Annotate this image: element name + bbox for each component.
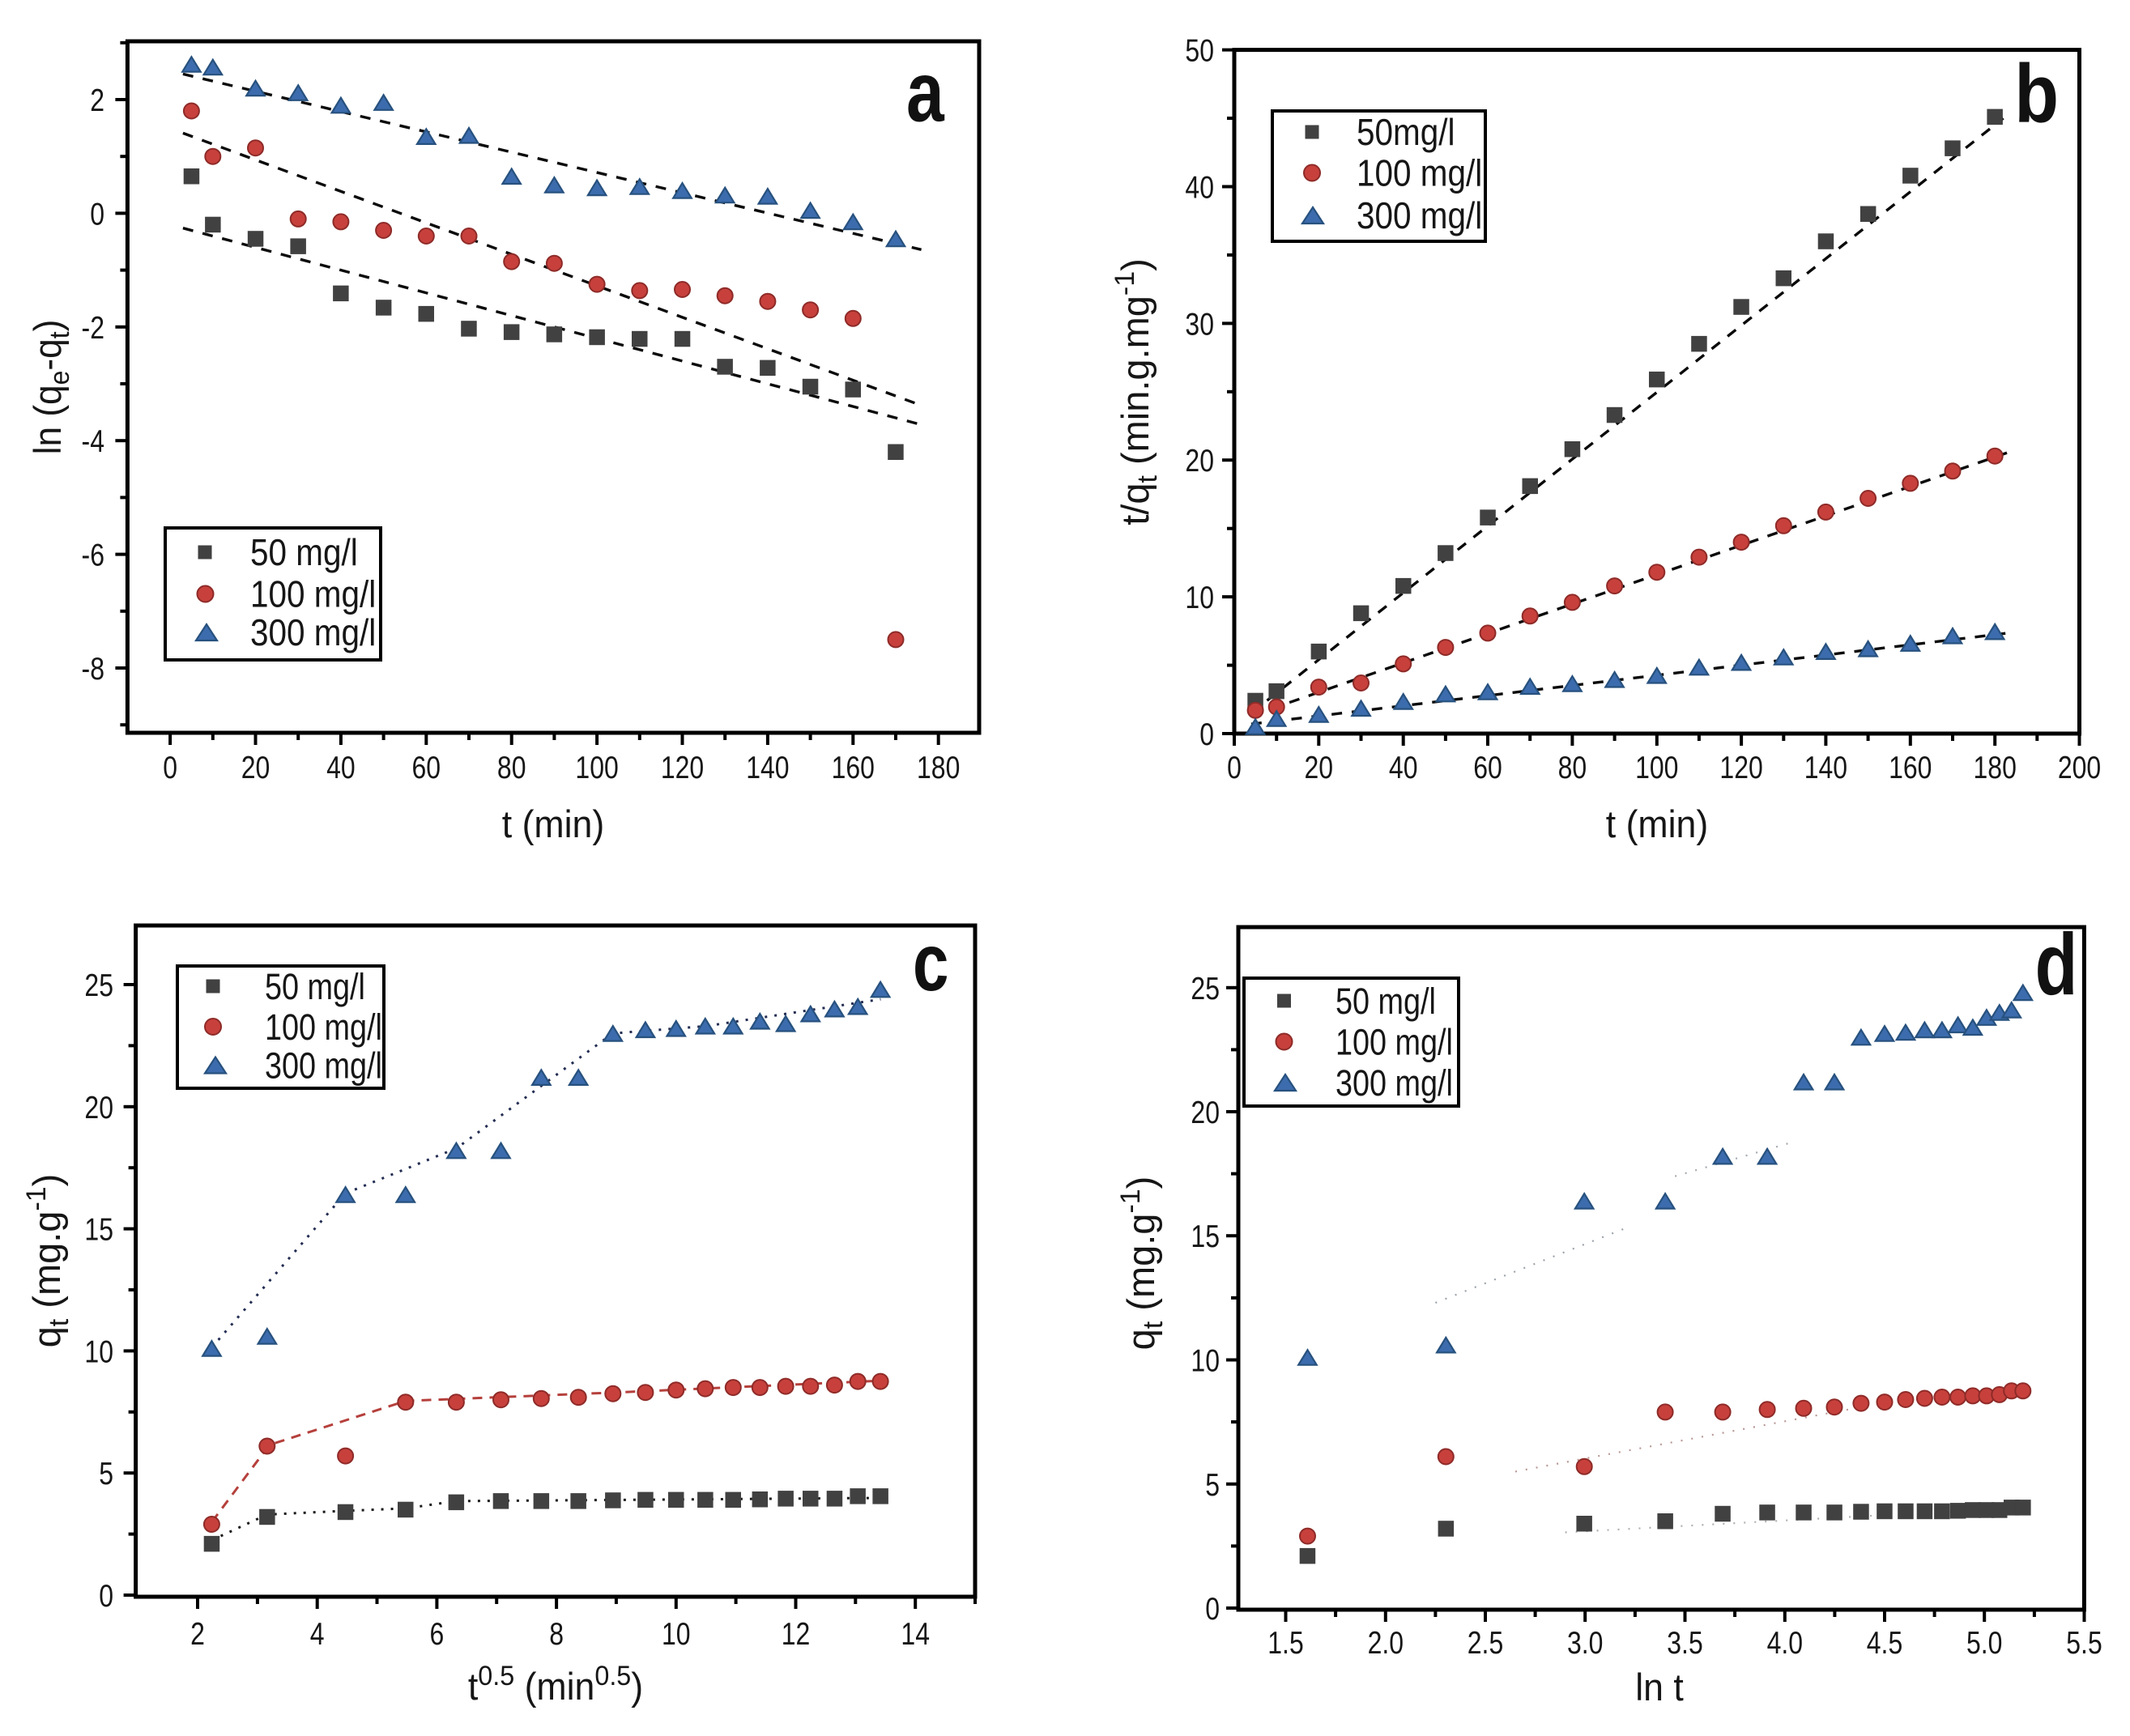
svg-text:qt (mg.g-1): qt (mg.g-1): [1115, 1176, 1169, 1351]
svg-text:50mg/l: 50mg/l: [1357, 113, 1455, 154]
svg-text:14: 14: [901, 1616, 930, 1652]
svg-text:5: 5: [99, 1456, 113, 1491]
svg-text:120: 120: [1719, 750, 1762, 785]
svg-text:40: 40: [1389, 750, 1418, 785]
svg-text:100 mg/l: 100 mg/l: [1336, 1021, 1453, 1062]
svg-text:100 mg/l: 100 mg/l: [1357, 153, 1482, 194]
svg-text:120: 120: [661, 750, 704, 785]
svg-text:0: 0: [163, 750, 177, 785]
svg-text:0: 0: [1227, 750, 1242, 785]
svg-text:1.5: 1.5: [1267, 1625, 1303, 1661]
svg-text:180: 180: [917, 750, 960, 785]
svg-text:50 mg/l: 50 mg/l: [1336, 981, 1436, 1022]
svg-text:30: 30: [1185, 306, 1214, 342]
svg-text:25: 25: [84, 968, 113, 1003]
svg-text:10: 10: [662, 1616, 691, 1652]
svg-text:6: 6: [430, 1616, 445, 1652]
svg-text:50: 50: [1185, 33, 1214, 69]
svg-text:t (min): t (min): [502, 803, 604, 845]
svg-text:5.0: 5.0: [1966, 1625, 2002, 1661]
svg-text:t/qt (min.g.mg-1): t/qt (min.g.mg-1): [1110, 258, 1163, 525]
svg-text:8: 8: [549, 1616, 564, 1652]
svg-text:20: 20: [1185, 443, 1214, 479]
svg-text:2: 2: [90, 83, 104, 118]
svg-text:c: c: [913, 918, 948, 1009]
svg-text:25: 25: [1191, 971, 1220, 1006]
svg-text:-2: -2: [82, 310, 104, 346]
svg-text:100 mg/l: 100 mg/l: [265, 1006, 382, 1048]
svg-text:80: 80: [1558, 750, 1587, 785]
svg-text:4: 4: [310, 1616, 325, 1652]
svg-text:15: 15: [1191, 1219, 1220, 1254]
svg-text:100 mg/l: 100 mg/l: [250, 574, 376, 615]
svg-text:0: 0: [1199, 717, 1214, 752]
svg-text:10: 10: [1191, 1343, 1220, 1379]
svg-text:160: 160: [832, 750, 875, 785]
svg-text:60: 60: [412, 750, 441, 785]
svg-text:60: 60: [1473, 750, 1502, 785]
svg-text:300 mg/l: 300 mg/l: [250, 613, 376, 654]
svg-text:300 mg/l: 300 mg/l: [265, 1045, 382, 1086]
svg-text:300 mg/l: 300 mg/l: [1357, 196, 1482, 237]
svg-text:4.5: 4.5: [1867, 1625, 1902, 1661]
svg-text:15: 15: [84, 1212, 113, 1248]
svg-text:-6: -6: [82, 538, 104, 573]
svg-text:50 mg/l: 50 mg/l: [265, 966, 365, 1007]
svg-text:10: 10: [1185, 580, 1214, 615]
svg-text:d: d: [2035, 915, 2078, 1013]
svg-text:a: a: [906, 45, 945, 140]
svg-text:5: 5: [1205, 1467, 1220, 1503]
svg-text:12: 12: [782, 1616, 811, 1652]
svg-text:2.0: 2.0: [1368, 1625, 1404, 1661]
svg-text:0: 0: [1205, 1591, 1220, 1627]
svg-text:140: 140: [1804, 750, 1847, 785]
svg-text:140: 140: [746, 750, 789, 785]
svg-text:10: 10: [84, 1334, 113, 1369]
svg-text:-8: -8: [82, 651, 104, 687]
svg-text:-4: -4: [82, 423, 104, 459]
svg-text:40: 40: [1185, 170, 1214, 206]
svg-text:100: 100: [575, 750, 618, 785]
svg-text:0: 0: [90, 196, 104, 232]
svg-text:b: b: [2014, 48, 2059, 140]
svg-text:ln (qe-qt): ln (qe-qt): [27, 320, 75, 455]
svg-text:40: 40: [326, 750, 356, 785]
svg-text:300 mg/l: 300 mg/l: [1336, 1062, 1453, 1104]
svg-text:2: 2: [190, 1616, 205, 1652]
svg-text:5.5: 5.5: [2066, 1625, 2102, 1661]
svg-text:50 mg/l: 50 mg/l: [250, 533, 358, 574]
svg-text:180: 180: [1974, 750, 2017, 785]
svg-text:160: 160: [1889, 750, 1932, 785]
svg-text:0: 0: [99, 1578, 113, 1614]
svg-text:t (min): t (min): [1606, 803, 1708, 845]
svg-text:4.0: 4.0: [1767, 1625, 1803, 1661]
svg-text:20: 20: [1191, 1095, 1220, 1130]
svg-text:200: 200: [2058, 750, 2101, 785]
svg-text:20: 20: [1305, 750, 1334, 785]
svg-text:100: 100: [1635, 750, 1678, 785]
svg-text:3.0: 3.0: [1567, 1625, 1603, 1661]
svg-text:ln t: ln t: [1635, 1666, 1684, 1708]
svg-text:80: 80: [497, 750, 526, 785]
svg-text:2.5: 2.5: [1468, 1625, 1503, 1661]
svg-text:3.5: 3.5: [1667, 1625, 1702, 1661]
svg-text:20: 20: [241, 750, 271, 785]
svg-text:20: 20: [84, 1090, 113, 1125]
